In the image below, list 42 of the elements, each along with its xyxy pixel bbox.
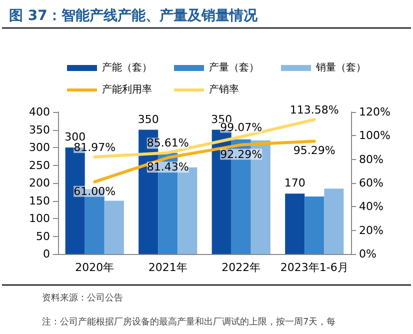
y-tick-label: 250 bbox=[29, 158, 50, 172]
y-tick-label: 400 bbox=[29, 106, 50, 118]
y2-tick-label: 0% bbox=[359, 248, 376, 260]
y2-tick-label: 40% bbox=[359, 200, 384, 214]
chart-title: 图 37：智能产线产能、产量及销量情况 bbox=[9, 7, 258, 24]
data-label: 85.61% bbox=[146, 136, 189, 150]
y-tick-label: 50 bbox=[36, 230, 50, 243]
y-tick-label: 300 bbox=[29, 141, 50, 154]
data-label: 170 bbox=[284, 176, 306, 190]
legend-label: 产量（套） bbox=[209, 62, 259, 74]
legend-label: 产能利用率 bbox=[102, 84, 152, 96]
y-tick-label: 200 bbox=[29, 176, 50, 190]
bar bbox=[304, 196, 324, 254]
data-label: 81.43% bbox=[146, 160, 189, 174]
data-label: 61.00% bbox=[74, 184, 116, 198]
bar bbox=[324, 188, 344, 254]
y-tick-label: 0 bbox=[43, 248, 50, 260]
bar bbox=[285, 194, 305, 254]
data-label: 113.58% bbox=[290, 104, 339, 117]
y-tick-label: 150 bbox=[29, 194, 50, 208]
data-label: 92.29% bbox=[220, 148, 262, 161]
data-label: 81.97% bbox=[74, 141, 116, 154]
y-tick-label: 350 bbox=[29, 123, 50, 136]
text: 资料来源：公司公告 bbox=[42, 292, 123, 304]
data-label: 95.29% bbox=[293, 144, 336, 158]
data-label: 350 bbox=[138, 112, 159, 126]
legend-label: 产销率 bbox=[209, 84, 239, 96]
y2-tick-label: 100% bbox=[359, 129, 390, 142]
x-tick-label: 2023年1-6月 bbox=[280, 261, 348, 274]
y2-tick-label: 120% bbox=[359, 106, 390, 118]
bar bbox=[104, 200, 124, 254]
x-tick-label: 2020年 bbox=[75, 261, 114, 274]
y2-tick-label: 20% bbox=[359, 224, 384, 237]
y2-tick-label: 60% bbox=[359, 176, 384, 190]
x-tick-label: 2021年 bbox=[148, 261, 188, 274]
y2-tick-label: 80% bbox=[359, 152, 384, 166]
legend-label: 销量（套） bbox=[315, 62, 366, 74]
y-tick-label: 100 bbox=[29, 212, 50, 225]
text: 注：公司产能根据厂房设备的最高产量和出厂调试的上限，按一周7天，每 bbox=[42, 316, 336, 328]
x-tick-label: 2022年 bbox=[222, 261, 261, 274]
data-label: 300 bbox=[64, 130, 86, 144]
legend-label: 产能（套） bbox=[102, 62, 152, 74]
